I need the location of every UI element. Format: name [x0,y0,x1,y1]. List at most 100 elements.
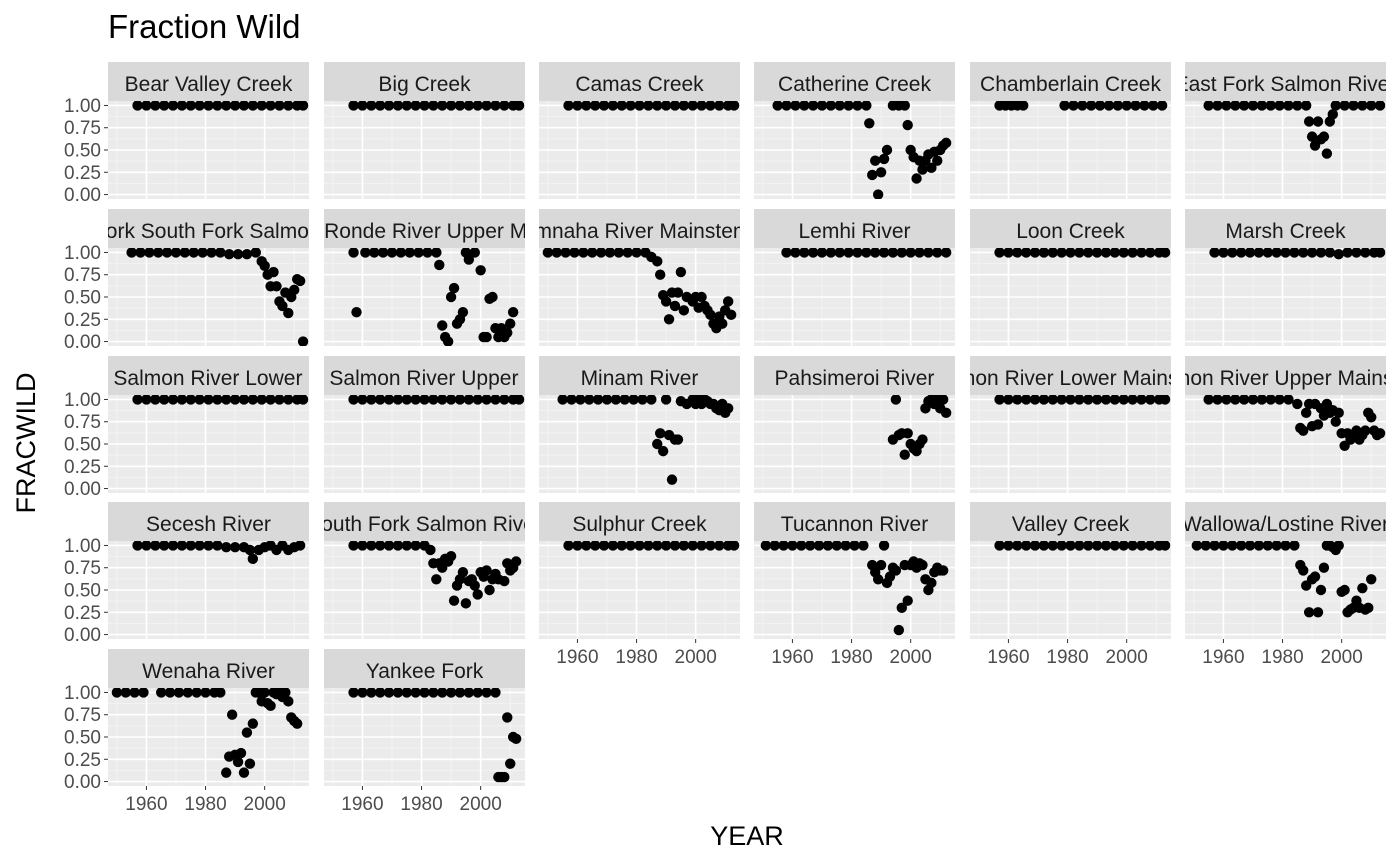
data-point [1218,541,1229,551]
data-point [1374,428,1386,439]
data-point [348,101,359,111]
y-tick-label: 0.50 [64,288,101,309]
facet-points [994,101,1168,111]
facet-panel: South Fork Salmon River [324,502,525,639]
facet-points [563,101,740,111]
data-point [592,395,604,405]
data-point [1289,248,1300,258]
data-point [578,248,589,258]
data-point [283,696,294,707]
data-point [445,101,457,111]
data-point [1348,101,1359,111]
data-point [111,688,123,698]
data-point [1074,541,1085,551]
data-point [1136,541,1147,551]
data-point [825,101,837,111]
data-point [1145,395,1156,405]
data-point [1038,248,1050,258]
data-point [1309,571,1321,582]
data-point [510,733,522,744]
data-point [660,101,672,111]
data-point [652,256,663,267]
data-point [167,101,179,111]
data-point [1244,248,1256,258]
data-point [454,688,466,698]
facet-strip-label: Loon Creek [1016,220,1125,243]
data-point [153,248,164,258]
facet-strip [108,649,309,688]
chart-title: Fraction Wild [108,8,301,45]
data-point [902,595,913,606]
y-tick-label: 0.00 [64,185,101,206]
data-point [1018,101,1029,111]
data-point [687,101,698,111]
data-point [1029,248,1041,258]
data-point [129,688,140,698]
data-point [179,248,191,258]
data-point [1357,101,1368,111]
data-point [1130,101,1141,111]
data-point [1100,395,1112,405]
facet-strip-label: Imnaha River Mainstem [529,220,751,243]
x-tick-label: 1960 [1202,647,1244,668]
data-point [463,254,475,265]
data-point [1083,248,1094,258]
data-point [360,248,371,258]
data-point [1265,395,1276,405]
data-point [448,282,460,294]
data-point [589,101,601,111]
data-point [1068,101,1079,111]
facet-panel: Catherine Creek [754,62,955,199]
data-point [369,248,380,258]
data-point [1283,101,1294,111]
data-point [1339,584,1350,596]
data-point [283,395,294,405]
data-point [1256,101,1268,111]
data-point [472,589,483,600]
data-point [566,395,577,405]
facet-panel: Chamberlain Creek [970,62,1171,199]
data-point [457,566,469,578]
data-point [722,403,734,414]
data-point [366,395,377,405]
data-point [1360,425,1371,436]
data-point [499,771,510,783]
facet-points [1209,248,1386,260]
data-point [490,688,501,698]
x-tick-label: 1980 [1046,647,1088,668]
data-point [1318,131,1330,142]
data-point [940,407,952,419]
data-point [563,541,574,551]
facet-strip [970,502,1171,541]
data-point [917,164,928,175]
facet-panel: Big Creek [324,62,525,199]
data-point [1247,395,1259,405]
facet-points [132,395,309,405]
data-point [256,101,267,111]
facet-strip-label: Bear Valley Creek [125,73,293,96]
data-point [247,718,259,729]
data-point [221,395,232,405]
data-point [864,118,875,129]
data-point [413,248,424,258]
data-point [660,395,672,405]
facet-panel: Camas Creek [539,62,740,199]
data-point [383,541,395,551]
data-point [513,101,525,111]
data-point [357,101,368,111]
data-point [176,395,188,405]
data-point [505,758,516,769]
data-point [557,395,568,405]
data-point [1253,248,1265,258]
data-point [598,101,610,111]
data-point [1047,395,1058,405]
facet-strip [539,62,740,101]
y-tick-label: 0.50 [64,435,101,456]
facet-panel: Lake Fork South Fork Salmon River 0.000.2… [64,209,309,353]
y-tick-label: 0.00 [64,625,101,646]
data-point [158,101,170,111]
data-point [725,309,737,321]
data-point [1357,583,1368,594]
data-point [289,284,300,296]
data-point [1209,541,1220,551]
